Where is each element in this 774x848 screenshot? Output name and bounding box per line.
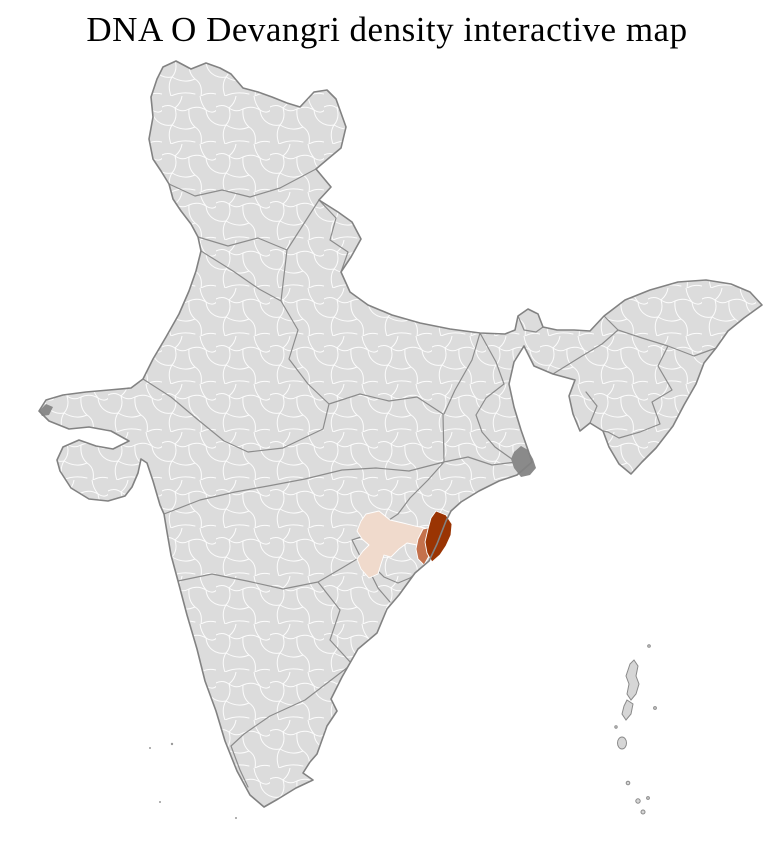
sir-creek-patch [39,404,53,416]
andaman-nicobar-islands [614,644,657,815]
district-low-density[interactable] [356,510,432,579]
page-title: DNA O Devangri density interactive map [86,10,688,49]
district-boundaries-mesh [39,61,762,807]
lakshadweep-islands [149,742,237,819]
